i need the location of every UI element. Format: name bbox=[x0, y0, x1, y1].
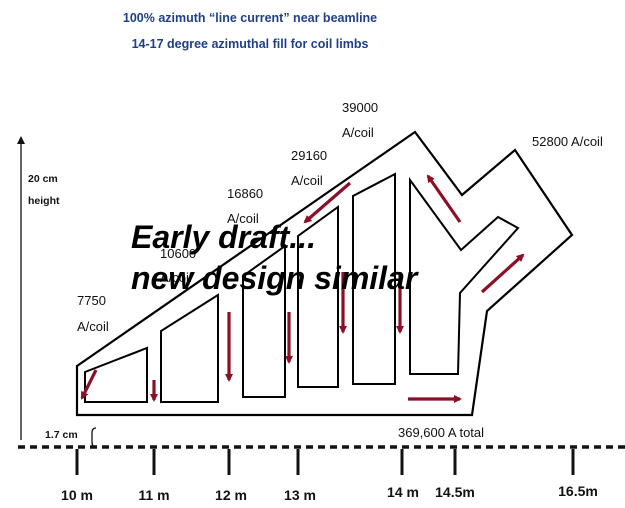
coil-unit-2: A/coil bbox=[160, 270, 192, 285]
current-arrow bbox=[426, 174, 462, 223]
axis-label-16-5m: 16.5m bbox=[558, 483, 598, 499]
axis-ticks bbox=[75, 449, 575, 475]
current-arrows bbox=[80, 174, 525, 403]
coil-current-6: 52800 A/coil bbox=[532, 134, 603, 149]
coil-limb-4 bbox=[297, 205, 339, 388]
coil-outer-outline bbox=[75, 130, 574, 417]
offset-label: 1.7 cm bbox=[45, 429, 78, 441]
height-label-line-1: 20 cm bbox=[28, 173, 58, 185]
coil-current-4: 29160 bbox=[291, 148, 327, 163]
current-arrow bbox=[303, 181, 352, 224]
coil-current-5: 39000 bbox=[342, 100, 378, 115]
coil-unit-1: A/coil bbox=[77, 319, 109, 334]
overlay-line-1: Early draft... bbox=[131, 219, 316, 255]
coil-limb-3 bbox=[242, 244, 286, 398]
axis-label-10m: 10 m bbox=[61, 487, 93, 503]
axis-label-14-5m: 14.5m bbox=[435, 484, 475, 500]
coil-current-3: 16860 bbox=[227, 186, 263, 201]
coil-current-1: 7750 bbox=[77, 293, 106, 308]
current-arrow bbox=[480, 253, 525, 294]
coil-unit-4: A/coil bbox=[291, 173, 323, 188]
coil-limb-6 bbox=[409, 176, 520, 375]
axis-label-11m: 11 m bbox=[138, 487, 169, 503]
title-line-1: 100% azimuth “line current” near beamlin… bbox=[123, 11, 377, 25]
axis-label-13m: 13 m bbox=[284, 487, 316, 503]
total-current-label: 369,600 A total bbox=[398, 425, 484, 440]
coil-limb-1 bbox=[84, 346, 148, 403]
overlay-line-2: new design similar bbox=[131, 260, 419, 296]
offset-bracket bbox=[91, 427, 97, 448]
coil-unit-3: A/coil bbox=[227, 211, 259, 226]
axis-label-12m: 12 m bbox=[215, 487, 247, 503]
coil-limb-5 bbox=[352, 172, 396, 385]
coil-current-2: 10600 bbox=[160, 246, 196, 261]
current-arrow bbox=[80, 369, 98, 400]
height-label-line-2: height bbox=[28, 195, 60, 207]
axis-label-14m: 14 m bbox=[387, 484, 419, 500]
title-line-2: 14-17 degree azimuthal fill for coil lim… bbox=[132, 37, 369, 51]
coil-limb-2 bbox=[160, 293, 219, 403]
coil-unit-5: A/coil bbox=[342, 125, 374, 140]
